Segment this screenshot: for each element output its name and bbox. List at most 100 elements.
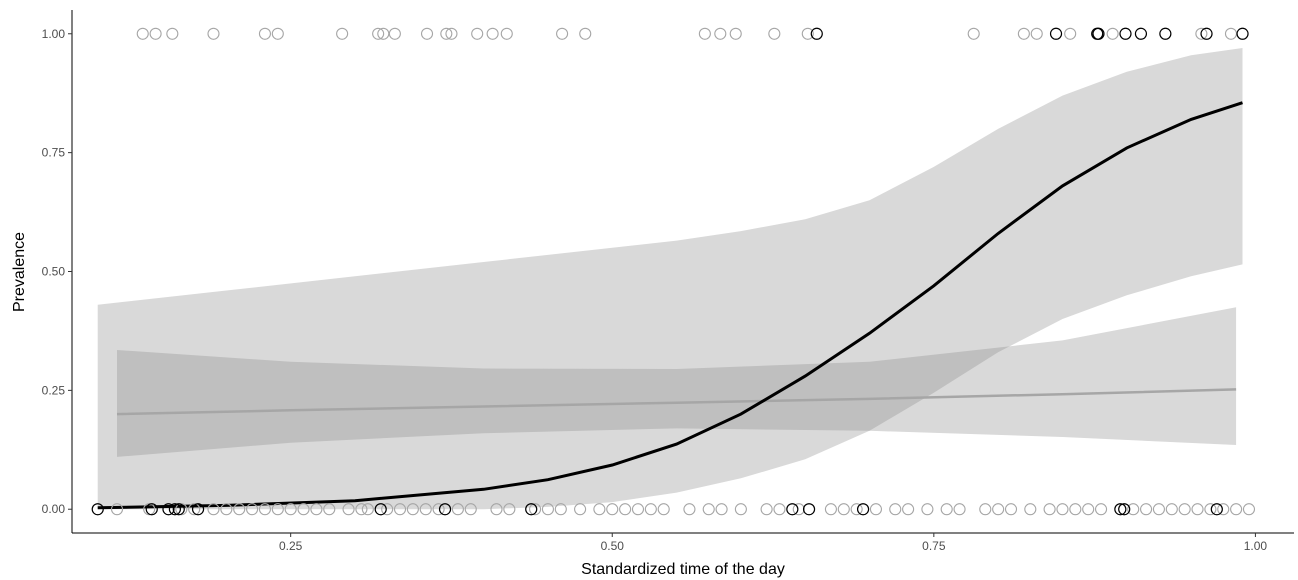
data-point	[773, 503, 786, 516]
data-point	[644, 503, 657, 516]
data-point	[271, 27, 284, 40]
data-point	[323, 503, 336, 516]
data-point	[342, 503, 355, 516]
data-point	[388, 27, 401, 40]
data-point	[1230, 503, 1243, 516]
data-point	[503, 503, 516, 516]
data-point	[802, 503, 816, 516]
data-point	[714, 27, 727, 40]
data-point	[258, 503, 271, 516]
data-point	[698, 27, 711, 40]
data-point	[1043, 503, 1056, 516]
y-tick-label: 0.00	[42, 502, 66, 516]
data-point	[406, 503, 419, 516]
data-point	[921, 503, 934, 516]
data-point	[734, 503, 747, 516]
data-point	[760, 503, 773, 516]
data-point	[979, 503, 992, 516]
data-point	[810, 27, 823, 40]
data-point	[715, 503, 728, 516]
data-point	[1082, 503, 1095, 516]
fit-line-grey	[116, 388, 1237, 416]
data-point	[792, 503, 805, 516]
x-tick-label: 0.50	[601, 539, 625, 553]
data-point	[768, 27, 781, 40]
data-point	[1217, 503, 1230, 516]
data-point	[464, 503, 477, 516]
fit-lines	[97, 101, 1243, 510]
data-point	[490, 503, 503, 516]
data-point	[1004, 503, 1018, 516]
data-point	[967, 27, 980, 40]
data-point	[1017, 27, 1030, 40]
data-point	[233, 503, 246, 516]
data-point	[1069, 503, 1082, 516]
data-point	[149, 27, 162, 40]
data-point	[1064, 27, 1077, 40]
data-point	[1204, 503, 1217, 516]
x-tick-label: 1.00	[1244, 539, 1268, 553]
data-point	[220, 503, 233, 516]
axes: 0.25 0.50 0.75 1.00 0.00 0.25 0.50 0.75 1.00	[42, 10, 1294, 553]
data-point	[310, 503, 323, 516]
data-point	[786, 503, 799, 516]
data-point	[1030, 27, 1043, 40]
data-point	[445, 27, 458, 40]
data-point	[440, 27, 453, 40]
data-point	[438, 503, 452, 516]
data-point	[554, 503, 567, 516]
data-point	[486, 27, 499, 40]
data-point	[162, 503, 175, 516]
data-point	[191, 503, 205, 516]
data-point	[869, 503, 882, 516]
data-point	[207, 27, 220, 40]
data-point	[1224, 27, 1238, 40]
data-point	[1024, 503, 1037, 516]
data-point	[1092, 27, 1105, 40]
data-point	[1236, 27, 1249, 40]
data-point	[541, 503, 554, 516]
data-point	[284, 503, 297, 516]
data-point	[258, 27, 271, 40]
data-point	[729, 27, 742, 40]
data-point	[593, 503, 606, 516]
x-tick-label: 0.25	[279, 539, 303, 553]
data-point	[1165, 503, 1178, 516]
data-point	[393, 503, 407, 516]
data-point	[381, 503, 394, 516]
data-point	[361, 503, 374, 516]
data-point	[579, 27, 592, 40]
data-point	[377, 27, 390, 40]
data-point	[419, 503, 432, 516]
data-point	[940, 503, 953, 516]
data-point	[1118, 503, 1131, 516]
data-point	[500, 27, 513, 40]
x-tick-label: 0.75	[922, 539, 946, 553]
data-point	[702, 503, 715, 516]
data-point	[1119, 27, 1132, 40]
data-point	[889, 503, 902, 516]
data-point	[902, 503, 915, 516]
confidence-bands	[97, 48, 1243, 510]
y-tick-label: 0.25	[42, 383, 66, 397]
data-point	[529, 503, 542, 516]
data-point	[574, 503, 587, 516]
data-point	[1140, 503, 1153, 516]
data-point	[1134, 27, 1148, 40]
data-point	[1152, 503, 1165, 516]
data-point	[91, 503, 104, 516]
data-point	[168, 503, 182, 516]
data-point	[850, 503, 863, 516]
data-point	[166, 27, 179, 40]
data-point	[420, 27, 434, 40]
data-point	[525, 503, 538, 516]
y-tick-label: 0.75	[42, 146, 66, 160]
y-tick-label: 0.50	[42, 265, 66, 279]
y-axis-title: Prevalence	[11, 232, 28, 312]
data-point	[631, 503, 645, 516]
data-point	[856, 503, 870, 516]
data-point	[1178, 503, 1191, 516]
data-point	[372, 27, 385, 40]
data-point	[1159, 27, 1172, 40]
